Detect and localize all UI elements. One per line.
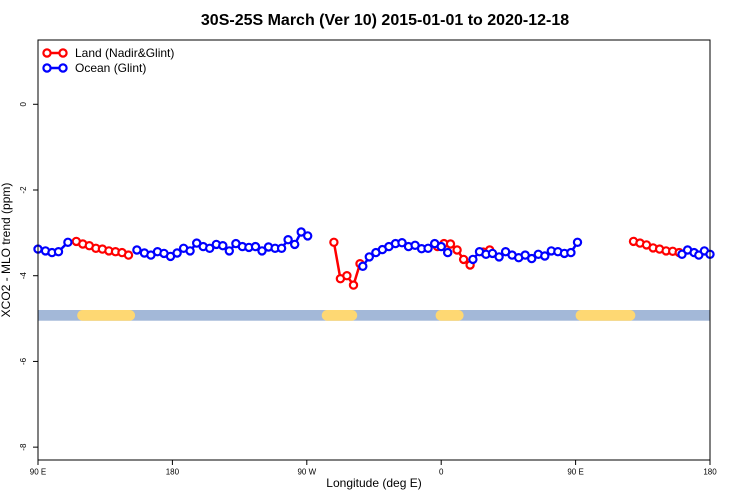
ocean-data-point bbox=[540, 251, 550, 261]
ocean-data-point bbox=[218, 240, 228, 251]
ocean-data-point bbox=[572, 237, 583, 247]
y-axis-title: XCO2 - MLO trend (ppm) bbox=[0, 183, 13, 318]
land-band-segment bbox=[321, 310, 358, 321]
y-tick-label: -6 bbox=[19, 357, 28, 365]
legend-marker bbox=[42, 48, 52, 58]
ocean-data-point bbox=[172, 248, 182, 258]
legend-label: Land (Nadir&Glint) bbox=[75, 46, 174, 60]
x-tick-label: 90 E bbox=[567, 468, 583, 477]
x-tick-label: 0 bbox=[439, 468, 444, 477]
legend: Land (Nadir&Glint)Ocean (Glint) bbox=[42, 46, 174, 75]
ocean-data-point bbox=[494, 252, 504, 262]
series-layer bbox=[33, 227, 715, 290]
land-data-point bbox=[342, 271, 352, 281]
plot-frame bbox=[37, 39, 711, 461]
legend-marker bbox=[42, 63, 52, 73]
land-data-point bbox=[452, 245, 462, 255]
ocean-data-point bbox=[283, 234, 293, 245]
ocean-data-point bbox=[527, 253, 537, 264]
ocean-data-point bbox=[566, 247, 576, 258]
axes: 90 E 180 90 W 0 90 E 180 0 -2 -4 -6 -8 bbox=[19, 102, 717, 477]
legend-label: Ocean (Glint) bbox=[75, 61, 146, 75]
ocean-data-point bbox=[204, 243, 215, 253]
ocean-data-point bbox=[250, 241, 261, 252]
y-tick-label: -4 bbox=[19, 272, 28, 280]
ocean-data-point bbox=[423, 243, 433, 253]
ocean-data-point bbox=[290, 239, 300, 250]
ocean-data-point bbox=[185, 246, 195, 256]
land-data-point bbox=[123, 250, 134, 260]
ocean-data-point bbox=[358, 261, 368, 271]
ocean-data-point bbox=[63, 237, 73, 247]
legend-marker bbox=[58, 48, 68, 58]
ocean-data-point bbox=[276, 243, 287, 253]
chart-title: 30S-25S March (Ver 10) 2015-01-01 to 202… bbox=[201, 12, 569, 29]
land-band-segment bbox=[77, 310, 136, 321]
ocean-data-point bbox=[53, 246, 64, 257]
ocean-data-point bbox=[224, 246, 234, 256]
land-data-point bbox=[329, 237, 339, 247]
land-data-point bbox=[445, 239, 456, 249]
ocean-data-point bbox=[364, 252, 374, 262]
x-tick-label: 90 W bbox=[297, 468, 316, 477]
surface-band bbox=[38, 310, 710, 321]
land-data-point bbox=[458, 254, 469, 265]
ocean-data-point bbox=[443, 247, 453, 258]
ocean-data-point bbox=[296, 227, 306, 237]
legend-marker bbox=[58, 63, 68, 73]
x-tick-label: 180 bbox=[166, 468, 180, 477]
ocean-data-point bbox=[303, 231, 313, 241]
y-tick-label: -8 bbox=[19, 443, 28, 451]
x-tick-label: 90 E bbox=[30, 468, 46, 477]
ocean-band bbox=[38, 310, 710, 321]
ocean-data-point bbox=[132, 245, 142, 255]
land-band-segment bbox=[435, 310, 464, 321]
ocean-data-point bbox=[468, 254, 478, 265]
ocean-data-point bbox=[257, 246, 267, 256]
ocean-data-point bbox=[436, 241, 446, 252]
y-tick-label: -2 bbox=[19, 186, 28, 194]
y-tick-label: 0 bbox=[19, 102, 28, 107]
ocean-data-point bbox=[397, 237, 407, 248]
x-tick-label: 180 bbox=[703, 468, 717, 477]
land-band-segment bbox=[575, 310, 636, 321]
x-axis-title: Longitude (deg E) bbox=[326, 476, 421, 490]
land-data-point bbox=[348, 280, 359, 290]
